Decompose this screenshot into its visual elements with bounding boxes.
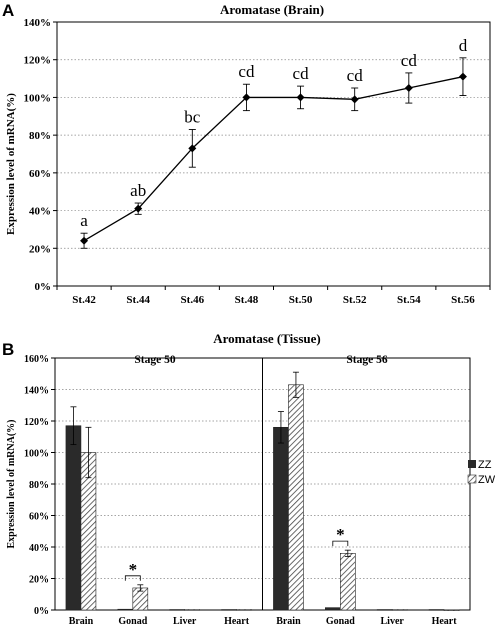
chart-b-significance-bracket: [124, 575, 141, 581]
chart-b-bar-zz: [428, 609, 445, 611]
chart-a-point: [80, 236, 89, 245]
chart-a-xtick-label: St.50: [289, 294, 313, 306]
chart-b-ytick-label: 40%: [29, 543, 49, 554]
chart-a-significance-label: cd: [293, 64, 310, 83]
chart-b-bar-zw: [391, 609, 408, 611]
chart-b-group2-title: Stage 56: [346, 354, 387, 366]
chart-a-xtick-label: St.48: [235, 294, 259, 306]
chart-b: 0% 20% 40% 60% 80% 100% 120% 140% 160% Brain Gonad…: [24, 354, 471, 626]
chart-b-ytick-label: 20%: [29, 575, 49, 586]
chart-a-point: [458, 72, 467, 81]
chart-b-title: Aromatase (Tissue): [213, 331, 321, 346]
chart-a-ytick-label: 40%: [29, 206, 51, 218]
chart-a-ytick-label: 120%: [24, 55, 52, 67]
chart-b-ytick-label: 60%: [29, 512, 49, 523]
chart-a-series-line: [83, 76, 464, 242]
chart-b-xtick-label: Brain: [276, 616, 301, 626]
chart-a-point: [404, 84, 413, 92]
chart-a-xtick-label: St.54: [397, 294, 421, 306]
panel-b-letter: B: [2, 340, 14, 359]
chart-b-xtick-label: Heart: [432, 616, 458, 626]
chart-a-point: [350, 95, 359, 104]
chart-a-significance-label: d: [459, 36, 468, 55]
chart-a-point: [296, 93, 305, 102]
chart-a-ytick-label: 0%: [35, 281, 52, 293]
legend-swatch-zz: [468, 460, 476, 468]
chart-a-significance-label: cd: [347, 66, 364, 85]
chart-a-ytick-label: 140%: [24, 17, 52, 29]
chart-b-bar-zz: [221, 609, 237, 611]
chart-a: 0% 20% 40% 60% 80% 100% 120% 140% St.42 St.44 St.4…: [24, 17, 491, 306]
chart-b-ylabel: Expression level of mRNA(%): [6, 420, 17, 549]
chart-b-xtick-label: Liver: [381, 616, 405, 626]
chart-b-ytick-label: 100%: [24, 449, 49, 460]
chart-a-ylabel: Expression level of mRNA(%): [5, 93, 17, 235]
chart-b-xtick-label: Gonad: [118, 616, 147, 626]
chart-a-xtick-label: St.42: [72, 294, 96, 306]
chart-b-xtick-label: Brain: [69, 616, 94, 626]
chart-a-point: [134, 204, 143, 213]
chart-a-significance-label: cd: [401, 51, 418, 70]
chart-a-plot-frame: [56, 21, 491, 287]
chart-b-xtick-label: Gonad: [326, 616, 355, 626]
chart-a-ytick-label: 100%: [24, 92, 52, 104]
legend-swatch-zw: [467, 474, 477, 484]
chart-a-ytick-label: 80%: [29, 130, 51, 142]
chart-b-ytick-label: 80%: [29, 480, 49, 491]
chart-a-point: [188, 144, 197, 153]
legend-label-zz: ZZ: [478, 459, 492, 471]
chart-b-bar-zz: [325, 607, 341, 611]
chart-a-ytick-label: 20%: [29, 243, 51, 255]
chart-a-significance-label: bc: [184, 107, 201, 126]
chart-b-bar-zw: [236, 609, 252, 611]
chart-b-bar-zw: [184, 609, 200, 611]
legend-label-zw: ZW: [478, 474, 495, 486]
chart-b-bar-zw: [340, 552, 356, 611]
chart-b-ytick-label: 0%: [34, 606, 49, 617]
chart-b-significance-label: *: [336, 525, 345, 544]
chart-a-xtick-label: St.44: [126, 294, 150, 306]
legend: ZZ ZW: [467, 459, 495, 486]
chart-b-significance-label: *: [129, 560, 138, 579]
chart-a-xtick-label: St.52: [343, 294, 367, 306]
chart-b-xtick-label: Liver: [173, 616, 197, 626]
chart-b-ytick-label: 140%: [24, 386, 49, 397]
chart-b-group1-title: Stage 50: [134, 354, 175, 366]
chart-b-xtick-label: Heart: [224, 616, 250, 626]
chart-b-bar-zz: [117, 608, 134, 611]
chart-a-point: [242, 93, 251, 102]
chart-b-bar-zz: [169, 609, 185, 611]
chart-b-bar-zw: [443, 609, 460, 611]
chart-b-bar-zz: [65, 425, 82, 611]
chart-a-significance-label: cd: [238, 62, 255, 81]
chart-b-bar-zz: [376, 609, 393, 611]
chart-b-significance-bracket: [332, 540, 349, 547]
chart-b-bar-zw: [288, 384, 304, 611]
chart-a-significance-label: ab: [130, 181, 146, 200]
panel-a-letter: A: [2, 1, 14, 20]
chart-a-xtick-label: St.46: [181, 294, 205, 306]
chart-a-ytick-label: 60%: [29, 168, 51, 180]
chart-b-ytick-label: 160%: [24, 354, 49, 365]
chart-b-ytick-label: 120%: [24, 417, 49, 428]
chart-a-title: Aromatase (Brain): [220, 2, 324, 17]
chart-b-bar-zz: [273, 426, 289, 611]
chart-a-significance-label: a: [80, 211, 88, 230]
chart-a-xtick-label: St.56: [451, 294, 475, 306]
